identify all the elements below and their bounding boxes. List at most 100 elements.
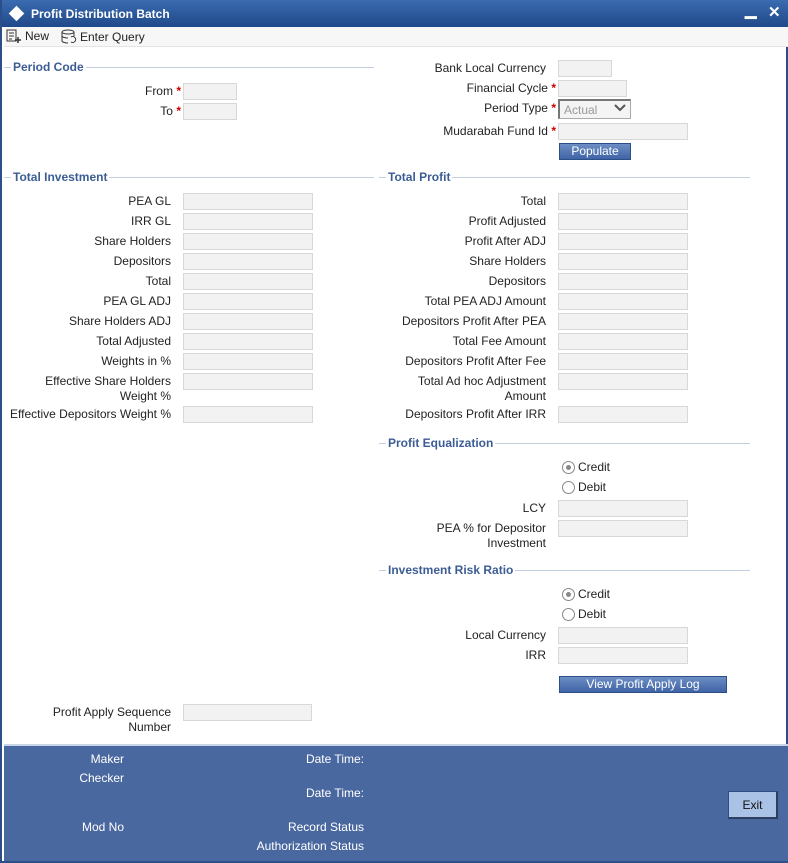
- pe-debit-radio[interactable]: Debit: [562, 480, 606, 494]
- radio-circle[interactable]: [562, 587, 575, 601]
- profit-input-depositors-profit-after-pea[interactable]: [558, 313, 688, 330]
- label-depositors: Depositors: [41, 254, 171, 269]
- section-title: Investment Risk Ratio: [386, 563, 516, 577]
- to-label: To *: [81, 104, 181, 119]
- profit-input-share-holders[interactable]: [558, 253, 688, 270]
- new-button[interactable]: New: [6, 29, 49, 43]
- period-type-select[interactable]: Actual: [558, 99, 631, 119]
- audit-footer: Maker Checker Mod No Date Time: Date Tim…: [4, 744, 788, 861]
- local-currency-input[interactable]: [558, 627, 688, 644]
- section-divider: [4, 177, 374, 178]
- irr-debit-radio[interactable]: Debit: [562, 607, 606, 621]
- profit-label-depositors-profit-after-fee: Depositors Profit After Fee: [376, 354, 546, 369]
- to-input[interactable]: [183, 103, 237, 120]
- required-marker: *: [172, 84, 181, 98]
- input-total[interactable]: [183, 273, 313, 290]
- section-divider: [379, 443, 750, 444]
- profit-input-total-pea-adj-amount[interactable]: [558, 293, 688, 310]
- section-total-profit: Total Profit: [379, 170, 750, 184]
- section-divider: [379, 570, 750, 571]
- title-bar: Profit Distribution Batch ▁ ✕: [2, 0, 788, 27]
- section-title: Total Investment: [11, 170, 110, 184]
- label-weights-in: Weights in %: [41, 354, 171, 369]
- label-pea-gl-adj: PEA GL ADJ: [41, 294, 171, 309]
- app-diamond-icon: [8, 5, 25, 22]
- bank-local-currency-label: Bank Local Currency: [346, 61, 546, 76]
- pea-pct-input[interactable]: [558, 520, 688, 537]
- input-share-holders[interactable]: [183, 233, 313, 250]
- input-effective-depositors-weight[interactable]: [183, 406, 313, 423]
- profit-input-depositors[interactable]: [558, 273, 688, 290]
- section-profit-equalization: Profit Equalization: [379, 436, 750, 450]
- irr-credit-radio[interactable]: Credit: [562, 587, 610, 601]
- maker-date-time-label: Date Time:: [305, 752, 364, 766]
- radio-circle[interactable]: [562, 480, 575, 494]
- period-type-label-text: Period Type: [484, 101, 548, 115]
- irr-label: IRR: [396, 648, 546, 663]
- radio-circle[interactable]: [562, 460, 575, 474]
- pe-credit-radio[interactable]: Credit: [562, 460, 610, 474]
- section-investment-risk-ratio: Investment Risk Ratio: [379, 563, 750, 577]
- section-title: Profit Equalization: [386, 436, 496, 450]
- profit-input-profit-after-adj[interactable]: [558, 233, 688, 250]
- chevron-down-icon: [614, 101, 626, 118]
- input-pea-gl-adj[interactable]: [183, 293, 313, 310]
- input-weights-in[interactable]: [183, 353, 313, 370]
- section-period-code: Period Code: [4, 60, 374, 74]
- to-label-text: To: [160, 104, 173, 118]
- profit-apply-sequence-input[interactable]: [183, 704, 312, 721]
- populate-button[interactable]: Populate: [559, 143, 631, 160]
- irr-credit-radio-label: Credit: [578, 587, 611, 601]
- record-status-label: Record Status: [287, 820, 364, 834]
- profit-label-total-ad-hoc-adjustment-amount: Total Ad hoc Adjustment Amount: [396, 374, 546, 404]
- profit-input-profit-adjusted[interactable]: [558, 213, 688, 230]
- label-share-holders-adj: Share Holders ADJ: [41, 314, 171, 329]
- checker-label: Checker: [79, 771, 124, 785]
- section-divider: [4, 67, 374, 68]
- exit-button[interactable]: Exit: [728, 791, 778, 819]
- profit-label-share-holders-text: Share Holders: [469, 254, 546, 268]
- financial-cycle-input[interactable]: [558, 80, 627, 97]
- profit-input-depositors-profit-after-fee[interactable]: [558, 353, 688, 370]
- label-pea-gl: PEA GL: [41, 194, 171, 209]
- mudarabah-fund-id-input[interactable]: [558, 123, 688, 140]
- profit-input-total[interactable]: [558, 193, 688, 210]
- view-profit-apply-log-button[interactable]: View Profit Apply Log: [559, 676, 727, 693]
- input-share-holders-adj[interactable]: [183, 313, 313, 330]
- profit-label-total-text: Total: [520, 194, 546, 208]
- financial-cycle-label: Financial Cycle *: [356, 81, 556, 96]
- section-title: Total Profit: [386, 170, 453, 184]
- close-icon[interactable]: ✕: [768, 4, 781, 21]
- profit-apply-sequence-label: Profit Apply Sequence Number: [41, 705, 171, 735]
- profit-input-depositors-profit-after-irr[interactable]: [558, 406, 688, 423]
- input-effective-share-holders-weight[interactable]: [183, 373, 313, 390]
- mudarabah-fund-id-label-text: Mudarabah Fund Id: [443, 124, 548, 138]
- profit-input-total-fee-amount[interactable]: [558, 333, 688, 350]
- input-total-adjusted[interactable]: [183, 333, 313, 350]
- label-pea-gl-adj-text: PEA GL ADJ: [103, 294, 171, 308]
- profit-label-total-ad-hoc-adjustment-amount-text: Total Ad hoc Adjustment Amount: [417, 374, 546, 403]
- bank-local-currency-input[interactable]: [558, 60, 612, 77]
- input-pea-gl[interactable]: [183, 193, 313, 210]
- label-irr-gl: IRR GL: [41, 214, 171, 229]
- lcy-input[interactable]: [558, 500, 688, 517]
- irr-input[interactable]: [558, 647, 688, 664]
- label-share-holders-text: Share Holders: [94, 234, 171, 248]
- profit-input-total-ad-hoc-adjustment-amount[interactable]: [558, 373, 688, 390]
- maker-label: Maker: [90, 752, 124, 766]
- input-depositors[interactable]: [183, 253, 313, 270]
- label-pea-gl-text: PEA GL: [128, 194, 171, 208]
- label-total-text: Total: [145, 274, 171, 288]
- from-input[interactable]: [183, 83, 237, 100]
- required-marker: *: [547, 101, 556, 115]
- from-label: From *: [81, 84, 181, 99]
- minimize-icon[interactable]: ▁: [745, 2, 757, 19]
- required-marker: *: [547, 124, 556, 138]
- profit-label-total-fee-amount-text: Total Fee Amount: [452, 334, 546, 348]
- input-irr-gl[interactable]: [183, 213, 313, 230]
- pe-debit-radio-label: Debit: [578, 480, 607, 494]
- enter-query-button[interactable]: Enter Query: [61, 29, 145, 44]
- radio-circle[interactable]: [562, 607, 575, 621]
- period-type-label: Period Type *: [356, 101, 556, 116]
- required-marker: *: [547, 81, 556, 95]
